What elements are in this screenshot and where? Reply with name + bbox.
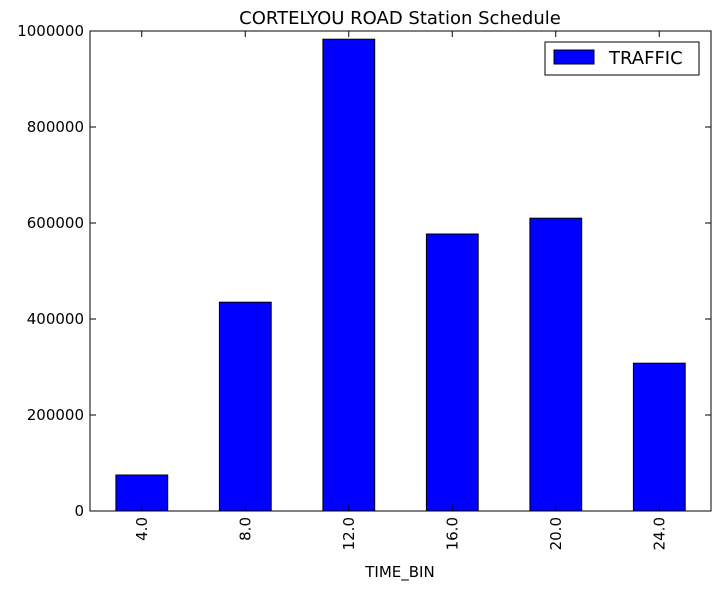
bar-24.0: [632, 362, 686, 512]
x-tick-label: 24.0: [650, 517, 668, 550]
legend: TRAFFIC: [544, 41, 700, 76]
y-tick-label: 600000: [27, 214, 84, 232]
x-tick-label: 12.0: [340, 517, 358, 550]
plot-frame: [89, 30, 712, 512]
y-tick-label: 1000000: [17, 22, 84, 40]
bar-8.0: [218, 301, 272, 512]
y-tick-label: 400000: [27, 310, 84, 328]
x-tick-label: 4.0: [133, 517, 151, 541]
y-tick-label: 200000: [27, 406, 84, 424]
x-tick-label: 20.0: [547, 517, 565, 550]
x-tick-label: 8.0: [236, 517, 254, 541]
x-axis-label: TIME_BIN: [364, 563, 434, 582]
bars-group: [115, 38, 686, 512]
chart-title: CORTELYOU ROAD Station Schedule: [239, 8, 561, 29]
bar-16.0: [425, 233, 479, 512]
y-tick-label: 800000: [27, 118, 84, 136]
x-axis: 4.0 8.0 12.0 16.0 20.0 24.0: [133, 31, 668, 550]
x-tick-label: 16.0: [443, 517, 461, 550]
y-axis: 0 200000 400000 600000 800000 1000000: [17, 22, 711, 520]
bar-12.0: [322, 38, 376, 512]
y-tick-label: 0: [74, 502, 84, 520]
legend-label-traffic: TRAFFIC: [608, 48, 683, 69]
bar-20.0: [529, 217, 583, 512]
legend-swatch-traffic: [553, 49, 595, 65]
